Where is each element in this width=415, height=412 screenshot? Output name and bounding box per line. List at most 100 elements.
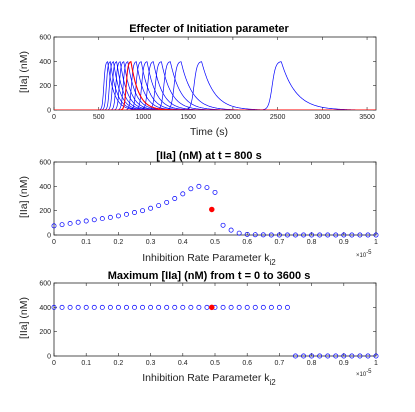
x-axis-label: Inhibition Rate Parameter ki2	[142, 372, 276, 387]
data-point	[260, 232, 266, 238]
series-group	[54, 60, 376, 110]
y-tick-label: 600	[39, 281, 51, 288]
data-point	[212, 189, 218, 195]
data-point	[99, 304, 105, 310]
series-line	[54, 61, 376, 110]
data-point	[156, 304, 162, 310]
data-point	[132, 210, 137, 215]
data-point	[107, 304, 113, 310]
x-tick-label: 0.8	[307, 360, 317, 367]
x-multiplier: ×10-5	[356, 250, 372, 259]
data-point	[51, 223, 57, 229]
x-tick-label: 0.6	[242, 360, 252, 367]
data-point	[107, 214, 113, 220]
data-point	[349, 353, 355, 359]
data-point	[91, 304, 97, 310]
data-point	[333, 232, 339, 238]
data-point	[276, 304, 282, 310]
data-point	[228, 227, 234, 233]
x-tick-label: 500	[93, 114, 105, 121]
x-tick-label: 0.3	[146, 239, 156, 246]
data-point	[285, 232, 290, 238]
data-point	[83, 304, 89, 310]
y-tick-label: 0	[47, 354, 51, 361]
data-point	[180, 191, 186, 197]
x-tick-label: 0.1	[81, 360, 91, 367]
x-tick-label: 2500	[270, 114, 286, 121]
x-tick-label: 0.5	[210, 239, 220, 246]
series-line	[54, 61, 376, 110]
data-point	[220, 222, 226, 228]
x-tick-label: 0.9	[339, 239, 349, 246]
data-point	[373, 353, 379, 359]
x-tick-label: 0.2	[114, 239, 124, 246]
chart-title: Maximum [IIa] (nM) from t = 0 to 3600 s	[108, 270, 311, 282]
data-point	[317, 232, 323, 238]
data-point	[196, 183, 202, 189]
y-tick-label: 600	[39, 35, 51, 42]
data-point	[349, 232, 355, 238]
data-point	[309, 232, 315, 238]
x-axis-label: Time (s)	[190, 126, 228, 138]
x-multiplier-base: ×10	[356, 372, 367, 378]
x-tick-label: 0.5	[210, 360, 220, 367]
data-point-highlight	[209, 304, 215, 311]
plot-area	[53, 161, 377, 236]
data-point	[140, 208, 145, 214]
x-tick-label: 0.4	[178, 360, 188, 367]
chart-title: Effecter of Initiation parameter	[129, 23, 289, 35]
x-tick-label: 3000	[315, 114, 331, 121]
y-tick-label: 0	[47, 108, 51, 115]
data-point	[244, 304, 250, 310]
data-point	[325, 353, 331, 359]
data-point	[148, 205, 154, 211]
y-tick-label: 0	[47, 233, 51, 240]
series-line	[54, 61, 376, 110]
y-tick-label: 600	[39, 160, 51, 167]
data-point	[91, 217, 97, 223]
x-tick-label: 0.2	[114, 360, 124, 367]
data-point	[268, 232, 274, 238]
x-tick-label: 0.7	[275, 239, 285, 246]
data-point	[67, 304, 73, 310]
x-tick-label: 1000	[136, 114, 152, 121]
data-point	[236, 304, 242, 310]
data-point	[252, 232, 258, 238]
y-tick-label: 400	[39, 59, 51, 66]
x-tick-label: 0	[52, 360, 56, 367]
series-line	[54, 61, 376, 110]
data-point	[172, 304, 178, 310]
x-tick-label: 1	[374, 239, 378, 246]
panel-time-course: Effecter of Initiation parameter Time (s…	[18, 23, 377, 138]
data-point	[341, 353, 347, 359]
y-axis-label: [IIa] (nM)	[18, 297, 30, 339]
y-tick-label: 200	[39, 329, 51, 336]
x-tick-label: 0.9	[339, 360, 349, 367]
data-point	[99, 216, 105, 222]
series-line	[54, 61, 376, 110]
x-axis-label-subscript: i2	[270, 258, 277, 267]
x-tick-label: 1	[374, 360, 378, 367]
data-point	[188, 186, 194, 192]
x-multiplier-exponent: -5	[366, 250, 372, 256]
data-point	[164, 304, 170, 310]
y-tick-label: 200	[39, 208, 51, 215]
series-line	[54, 61, 376, 110]
x-tick-label: 3500	[359, 114, 375, 121]
x-tick-label: 0	[52, 114, 56, 121]
x-multiplier: ×10-5	[356, 369, 372, 378]
data-point	[51, 304, 57, 310]
x-tick-label: 2000	[225, 114, 241, 121]
data-point	[59, 222, 65, 228]
data-point	[83, 218, 89, 224]
data-point	[59, 304, 65, 310]
data-point	[196, 304, 202, 310]
chart-title: [IIa] (nM) at t = 800 s	[156, 150, 261, 162]
y-tick-label: 400	[39, 305, 51, 312]
data-point	[75, 219, 81, 225]
data-point	[301, 353, 306, 359]
x-axis-label-subscript: i2	[270, 378, 277, 387]
x-tick-label: 0.8	[307, 239, 317, 246]
x-axis-label-main: Inhibition Rate Parameter k	[142, 372, 270, 384]
